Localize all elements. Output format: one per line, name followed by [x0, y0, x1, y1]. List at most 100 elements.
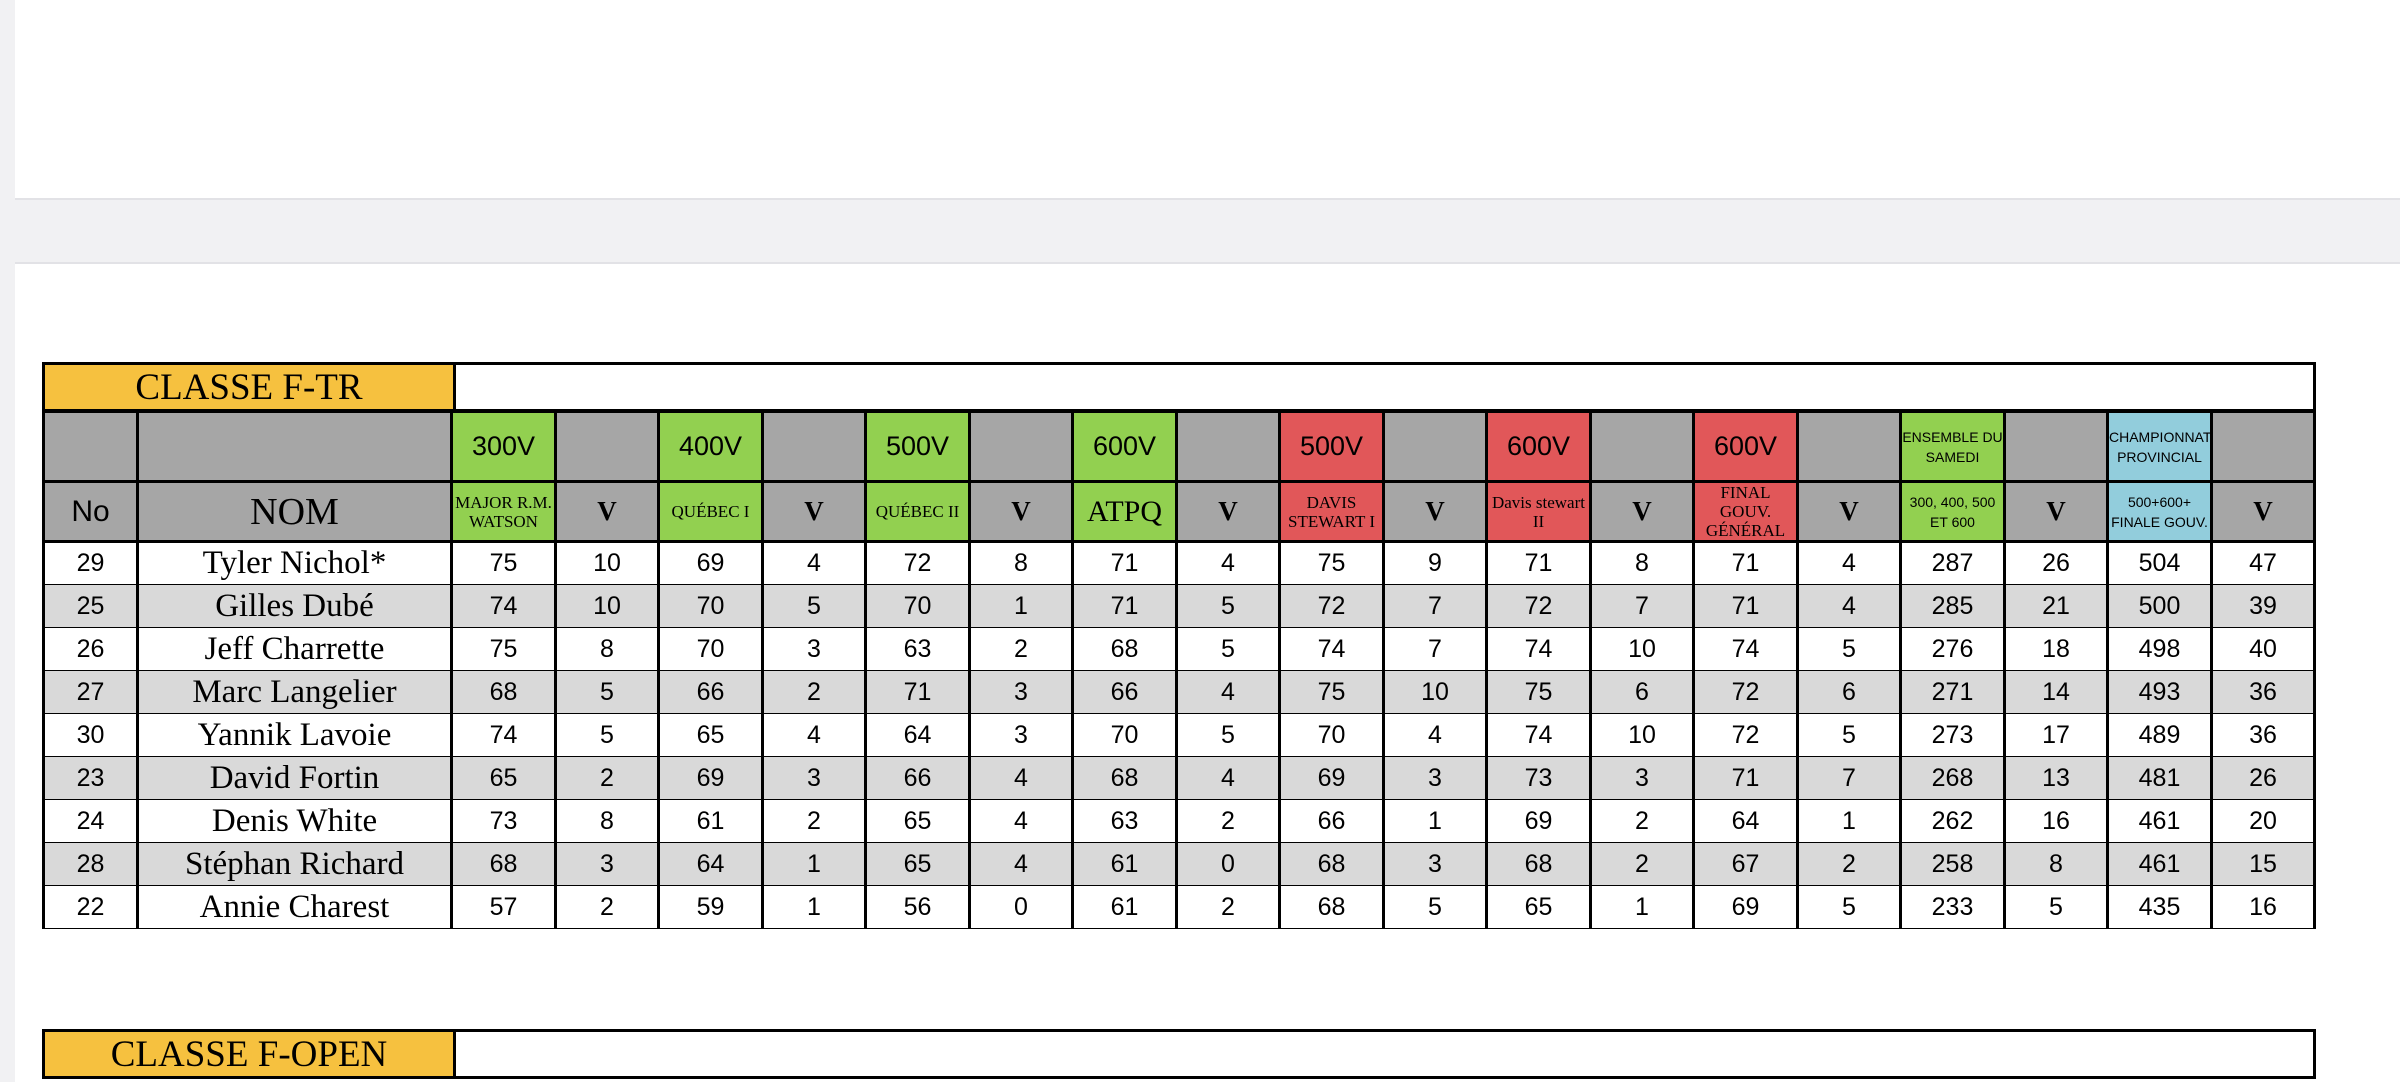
- score-cell: 74: [1278, 627, 1385, 671]
- score-cell: 268: [1899, 756, 2006, 800]
- v-count-cell: 47: [2210, 541, 2316, 585]
- v-count-cell: 7: [1382, 627, 1488, 671]
- score-cell: 65: [450, 756, 557, 800]
- score-cell: 70: [1278, 713, 1385, 757]
- v-count-cell: 0: [968, 885, 1074, 929]
- v-count-cell: 10: [1589, 713, 1695, 757]
- v-count-cell: 8: [2003, 842, 2109, 886]
- v-count-cell: 4: [761, 541, 867, 585]
- table-row: 28 Stéphan Richard 68 3 64 1 65 4 61 0 68 3 68 2 67 2 25…: [42, 842, 2316, 886]
- v-count-cell: 5: [761, 584, 867, 628]
- score-cell: 68: [1071, 627, 1178, 671]
- score-cell: 68: [450, 670, 557, 714]
- table-row: 27 Marc Langelier 68 5 66 2 71 3 66 4 75 10 75 6 72 6 27…: [42, 670, 2316, 714]
- v-count-cell: 2: [761, 670, 867, 714]
- match-distance-header: 300V: [450, 410, 557, 483]
- score-cell: 70: [657, 584, 764, 628]
- v-count-cell: 4: [761, 713, 867, 757]
- section-header-f-tr: CLASSE F-TR: [42, 362, 2316, 412]
- score-cell: 61: [1071, 842, 1178, 886]
- v-count-cell: 4: [968, 799, 1074, 843]
- match-name-header: QUÉBEC I: [657, 480, 764, 543]
- score-cell: 75: [1485, 670, 1592, 714]
- match-distance-header: ENSEMBLE DU SAMEDI: [1899, 410, 2006, 483]
- score-cell: 63: [864, 627, 971, 671]
- score-cell: 63: [1071, 799, 1178, 843]
- v-count-cell: 5: [1796, 885, 1902, 929]
- v-column-header: V: [2210, 480, 2316, 543]
- table-row: 25 Gilles Dubé 74 10 70 5 70 1 71 5 72 7 72 7 71 4 285 21…: [42, 584, 2316, 628]
- v-count-cell: 39: [2210, 584, 2316, 628]
- v-count-cell: 4: [1175, 670, 1281, 714]
- score-cell: 64: [1692, 799, 1799, 843]
- score-cell: 481: [2106, 756, 2213, 800]
- v-count-cell: 5: [1382, 885, 1488, 929]
- results-table: 300V 400V 500V 600V 500V 600V 600V ENSEMBLE DU …: [42, 410, 2316, 929]
- score-cell: 285: [1899, 584, 2006, 628]
- v-count-cell: 20: [2210, 799, 2316, 843]
- score-cell: 75: [1278, 541, 1385, 585]
- score-cell: 262: [1899, 799, 2006, 843]
- v-count-cell: 10: [1589, 627, 1695, 671]
- score-cell: 74: [1692, 627, 1799, 671]
- v-count-cell: 3: [968, 713, 1074, 757]
- shooter-number: 23: [42, 756, 139, 800]
- score-cell: 70: [864, 584, 971, 628]
- v-count-cell: 1: [761, 842, 867, 886]
- score-cell: 66: [657, 670, 764, 714]
- v-count-cell: 4: [1796, 584, 1902, 628]
- score-cell: 75: [450, 627, 557, 671]
- section-title: CLASSE F-OPEN: [45, 1032, 456, 1076]
- score-cell: 287: [1899, 541, 2006, 585]
- match-name-header: Davis stewart II: [1485, 480, 1592, 543]
- v-column-header: V: [2003, 480, 2109, 543]
- v-count-cell: 5: [1796, 713, 1902, 757]
- v-count-cell: 3: [1382, 756, 1488, 800]
- score-cell: 65: [1485, 885, 1592, 929]
- score-cell: 71: [864, 670, 971, 714]
- score-cell: 71: [1485, 541, 1592, 585]
- v-count-cell: 16: [2210, 885, 2316, 929]
- score-cell: 69: [657, 541, 764, 585]
- v-count-cell: 4: [1175, 541, 1281, 585]
- v-blank-header: [554, 410, 660, 483]
- table-row: 24 Denis White 73 8 61 2 65 4 63 2 66 1 69 2 64 1 262 16 4…: [42, 799, 2316, 843]
- score-cell: 504: [2106, 541, 2213, 585]
- v-count-cell: 7: [1382, 584, 1488, 628]
- score-cell: 72: [1692, 670, 1799, 714]
- match-distance-header: 500V: [1278, 410, 1385, 483]
- v-count-cell: 4: [1175, 756, 1281, 800]
- v-count-cell: 3: [761, 756, 867, 800]
- score-cell: 61: [1071, 885, 1178, 929]
- score-cell: 68: [450, 842, 557, 886]
- v-count-cell: 4: [968, 756, 1074, 800]
- section-header-f-open: CLASSE F-OPEN: [42, 1029, 2316, 1079]
- score-cell: 66: [1278, 799, 1385, 843]
- v-count-cell: 2: [1589, 842, 1695, 886]
- score-cell: 258: [1899, 842, 2006, 886]
- v-count-cell: 5: [2003, 885, 2109, 929]
- score-cell: 72: [864, 541, 971, 585]
- v-blank-header: [1382, 410, 1488, 483]
- score-cell: 72: [1278, 584, 1385, 628]
- match-distance-header: 600V: [1071, 410, 1178, 483]
- score-cell: 65: [864, 842, 971, 886]
- v-count-cell: 13: [2003, 756, 2109, 800]
- score-cell: 69: [1278, 756, 1385, 800]
- v-count-cell: 5: [554, 713, 660, 757]
- match-name-header: DAVIS STEWART I: [1278, 480, 1385, 543]
- score-cell: 271: [1899, 670, 2006, 714]
- table-row: 29 Tyler Nichol* 75 10 69 4 72 8 71 4 75 9 71 8 71 4 287…: [42, 541, 2316, 585]
- v-blank-header: [2210, 410, 2316, 483]
- score-cell: 73: [450, 799, 557, 843]
- v-count-cell: 7: [1796, 756, 1902, 800]
- v-count-cell: 9: [1382, 541, 1488, 585]
- v-count-cell: 8: [554, 627, 660, 671]
- score-cell: 64: [657, 842, 764, 886]
- score-cell: 498: [2106, 627, 2213, 671]
- score-cell: 74: [450, 713, 557, 757]
- score-cell: 75: [1278, 670, 1385, 714]
- match-name-header: QUÉBEC II: [864, 480, 971, 543]
- match-name-header: FINAL GOUV. GÉNÉRAL: [1692, 480, 1799, 543]
- header-row-labels: No NOM MAJOR R.M. WATSON V QUÉBEC I V QUÉBEC I…: [42, 480, 2316, 543]
